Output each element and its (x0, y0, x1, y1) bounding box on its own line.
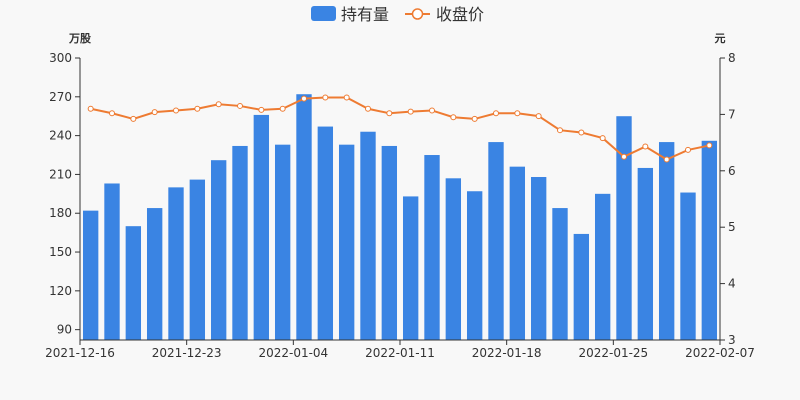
price-point[interactable] (407, 108, 414, 115)
price-point[interactable] (130, 115, 137, 122)
price-line (90, 96, 710, 161)
holding-bar[interactable] (701, 140, 718, 340)
holding-bar[interactable] (658, 142, 675, 340)
holding-bar[interactable] (466, 191, 483, 340)
holding-bar[interactable] (189, 179, 206, 340)
right-tick-label: 6 (728, 164, 736, 178)
holding-bar[interactable] (552, 208, 568, 340)
holding-bar[interactable] (232, 145, 248, 340)
holding-bar[interactable] (594, 193, 611, 340)
price-point[interactable] (237, 102, 243, 109)
holding-bar[interactable] (104, 183, 120, 340)
price-point[interactable] (642, 143, 649, 150)
x-tick-label: 2021-12-23 (152, 346, 222, 360)
price-point[interactable] (493, 110, 499, 117)
price-point[interactable] (343, 94, 350, 101)
price-point[interactable] (109, 110, 115, 117)
right-axis-unit: 元 (715, 32, 726, 45)
price-point[interactable] (429, 107, 435, 114)
holding-bar[interactable] (488, 142, 504, 340)
legend-line-marker (411, 8, 424, 20)
x-tick-label: 2022-01-25 (578, 346, 648, 360)
x-tick-label: 2022-01-18 (472, 346, 542, 360)
right-tick-label: 8 (728, 51, 736, 65)
right-tick-label: 4 (728, 277, 736, 291)
holding-bar[interactable] (445, 178, 462, 340)
holding-bar[interactable] (424, 155, 440, 340)
left-tick-label: 270 (49, 90, 72, 104)
holding-bar[interactable] (168, 187, 184, 340)
holding-bar[interactable] (616, 116, 632, 341)
left-tick-label: 210 (49, 167, 72, 181)
price-point[interactable] (365, 105, 371, 112)
right-tick-label: 3 (728, 333, 736, 347)
left-tick-label: 120 (49, 284, 72, 298)
price-point[interactable] (685, 146, 691, 153)
legend-line-label[interactable]: 收盘价 (436, 5, 484, 24)
price-point[interactable] (322, 94, 329, 101)
price-point[interactable] (663, 156, 670, 163)
legend-bar-swatch[interactable] (311, 6, 336, 21)
holding-bar[interactable] (146, 208, 163, 340)
left-axis-unit: 万股 (68, 32, 92, 45)
x-tick-label: 2021-12-16 (45, 346, 115, 360)
holding-bar[interactable] (381, 145, 398, 340)
price-point[interactable] (535, 113, 542, 120)
price-point[interactable] (621, 153, 627, 160)
holding-bar[interactable] (338, 144, 355, 340)
left-tick-label: 240 (49, 129, 72, 143)
price-point[interactable] (279, 105, 286, 112)
x-tick-label: 2022-01-11 (365, 346, 435, 360)
price-point[interactable] (599, 135, 606, 142)
holding-bar[interactable] (317, 126, 334, 340)
left-tick-label: 90 (57, 323, 72, 337)
price-point[interactable] (450, 114, 457, 121)
price-point[interactable] (578, 129, 585, 136)
price-point[interactable] (514, 110, 521, 117)
holding-bar[interactable] (530, 177, 547, 340)
price-point[interactable] (258, 106, 265, 113)
x-tick-label: 2022-01-04 (258, 346, 328, 360)
price-point[interactable] (173, 107, 179, 114)
price-point[interactable] (215, 101, 222, 108)
legend-bar-label[interactable]: 持有量 (341, 5, 389, 24)
right-tick-label: 5 (728, 220, 736, 234)
holding-bar[interactable] (402, 196, 419, 340)
holding-bar[interactable] (637, 167, 654, 340)
x-tick-label: 2022-02-07 (685, 346, 755, 360)
holding-bar[interactable] (274, 144, 291, 340)
holding-bar[interactable] (82, 210, 99, 340)
left-tick-label: 300 (49, 51, 72, 65)
holding-bar[interactable] (573, 233, 590, 340)
holding-bar[interactable] (253, 114, 270, 340)
price-point[interactable] (194, 105, 201, 112)
price-point[interactable] (706, 142, 713, 149)
price-point[interactable] (386, 110, 393, 117)
holding-bar[interactable] (125, 226, 142, 340)
holding-bar[interactable] (680, 192, 696, 340)
right-tick-label: 7 (728, 107, 736, 121)
price-point[interactable] (557, 127, 563, 134)
price-point[interactable] (471, 115, 478, 122)
price-point[interactable] (151, 109, 158, 116)
left-tick-label: 180 (49, 206, 72, 220)
price-point[interactable] (87, 105, 94, 112)
price-point[interactable] (301, 95, 307, 102)
left-tick-label: 150 (49, 245, 72, 259)
holding-bar[interactable] (296, 94, 312, 340)
holding-bar[interactable] (210, 160, 227, 340)
holding-bar[interactable] (509, 166, 526, 340)
holding-bar[interactable] (360, 131, 376, 340)
